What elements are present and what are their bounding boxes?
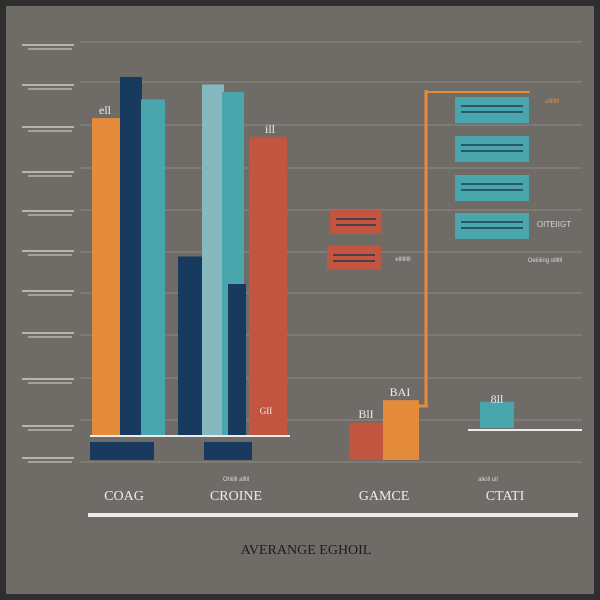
- y-label-mark: [22, 425, 74, 427]
- y-label-mark: [22, 126, 74, 128]
- bar-navy-0: [120, 76, 142, 437]
- panel-box-text: [336, 218, 376, 220]
- data-label-6: 8ll: [491, 392, 504, 406]
- y-label-mark: [22, 44, 74, 46]
- panel-box-5: [327, 246, 381, 270]
- bar-teal-0: [141, 99, 165, 437]
- y-label-mark: [22, 332, 74, 334]
- right-panel: [327, 90, 530, 408]
- y-label-mark: [22, 290, 74, 292]
- data-label-3: BlI: [358, 407, 373, 421]
- bar-navy-overlay: [228, 284, 246, 436]
- chart-title: AVERANGE EGHOIL: [241, 543, 372, 558]
- category-label-ctati: CTATI: [486, 489, 525, 504]
- panel-box-text: [461, 150, 523, 152]
- y-label-mark: [22, 171, 74, 173]
- panel-box-0: [455, 97, 529, 123]
- data-label-4: BAI: [390, 385, 411, 399]
- panel-box-text: [461, 227, 523, 229]
- y-label-mark: [28, 382, 72, 384]
- baseline-strip-1: [90, 442, 154, 460]
- bars: [90, 76, 582, 460]
- panel-label-2: OITEIIGT: [537, 220, 571, 229]
- panel-box-1: [455, 136, 529, 162]
- panel-box-text: [336, 224, 376, 226]
- y-label-mark: [28, 294, 72, 296]
- y-label-mark: [22, 378, 74, 380]
- panel-label-3: Oeiiiiing ollllll: [528, 258, 562, 264]
- panel-box-text: [461, 111, 523, 113]
- y-label-mark: [28, 88, 72, 90]
- y-label-mark: [22, 457, 74, 459]
- baseline-strip-2: [204, 442, 252, 460]
- panel-box-text: [461, 144, 523, 146]
- bar-orange-2: [383, 400, 419, 460]
- y-label-mark: [22, 250, 74, 252]
- bar-red-1: [249, 136, 287, 437]
- panel-box-3: [455, 213, 529, 239]
- bar-navy-1: [178, 256, 202, 436]
- panel-box-text: [461, 189, 523, 191]
- category-sublabel-2: alioll ull: [478, 477, 498, 483]
- x-axis-line: [88, 513, 578, 517]
- panel-label-4: elllllllll: [395, 257, 410, 263]
- bar-teal-3: [480, 401, 514, 428]
- category-label-gamce: GAMCE: [359, 489, 410, 504]
- panel-box-text: [461, 221, 523, 223]
- y-label-mark: [28, 214, 72, 216]
- panel-box-text: [461, 105, 523, 107]
- bar-orange-0: [92, 118, 120, 436]
- y-label-mark: [28, 254, 72, 256]
- panel-box-4: [330, 210, 382, 234]
- data-label-2: ill: [265, 122, 276, 136]
- data-label-5: GII: [260, 406, 273, 416]
- panel-box-2: [455, 175, 529, 201]
- panel-label-1: ollllllll: [545, 99, 559, 105]
- category-label-coag: COAG: [104, 489, 144, 504]
- y-axis-labels: [22, 44, 74, 463]
- category-sublabel-1: Ohlilll alllll: [223, 477, 249, 483]
- y-label-mark: [28, 130, 72, 132]
- y-label-mark: [28, 461, 72, 463]
- bar-light_teal-1: [202, 84, 224, 436]
- data-label-1: ell: [99, 103, 112, 117]
- y-label-mark: [28, 175, 72, 177]
- panel-box-text: [333, 254, 375, 256]
- y-label-mark: [22, 84, 74, 86]
- panel-box-text: [333, 260, 375, 262]
- y-label-mark: [28, 336, 72, 338]
- bar-red-2: [349, 422, 383, 460]
- panel-box-text: [461, 183, 523, 185]
- y-label-mark: [28, 48, 72, 50]
- category-label-croine: CROINE: [210, 489, 262, 504]
- y-label-mark: [28, 429, 72, 431]
- y-label-mark: [22, 210, 74, 212]
